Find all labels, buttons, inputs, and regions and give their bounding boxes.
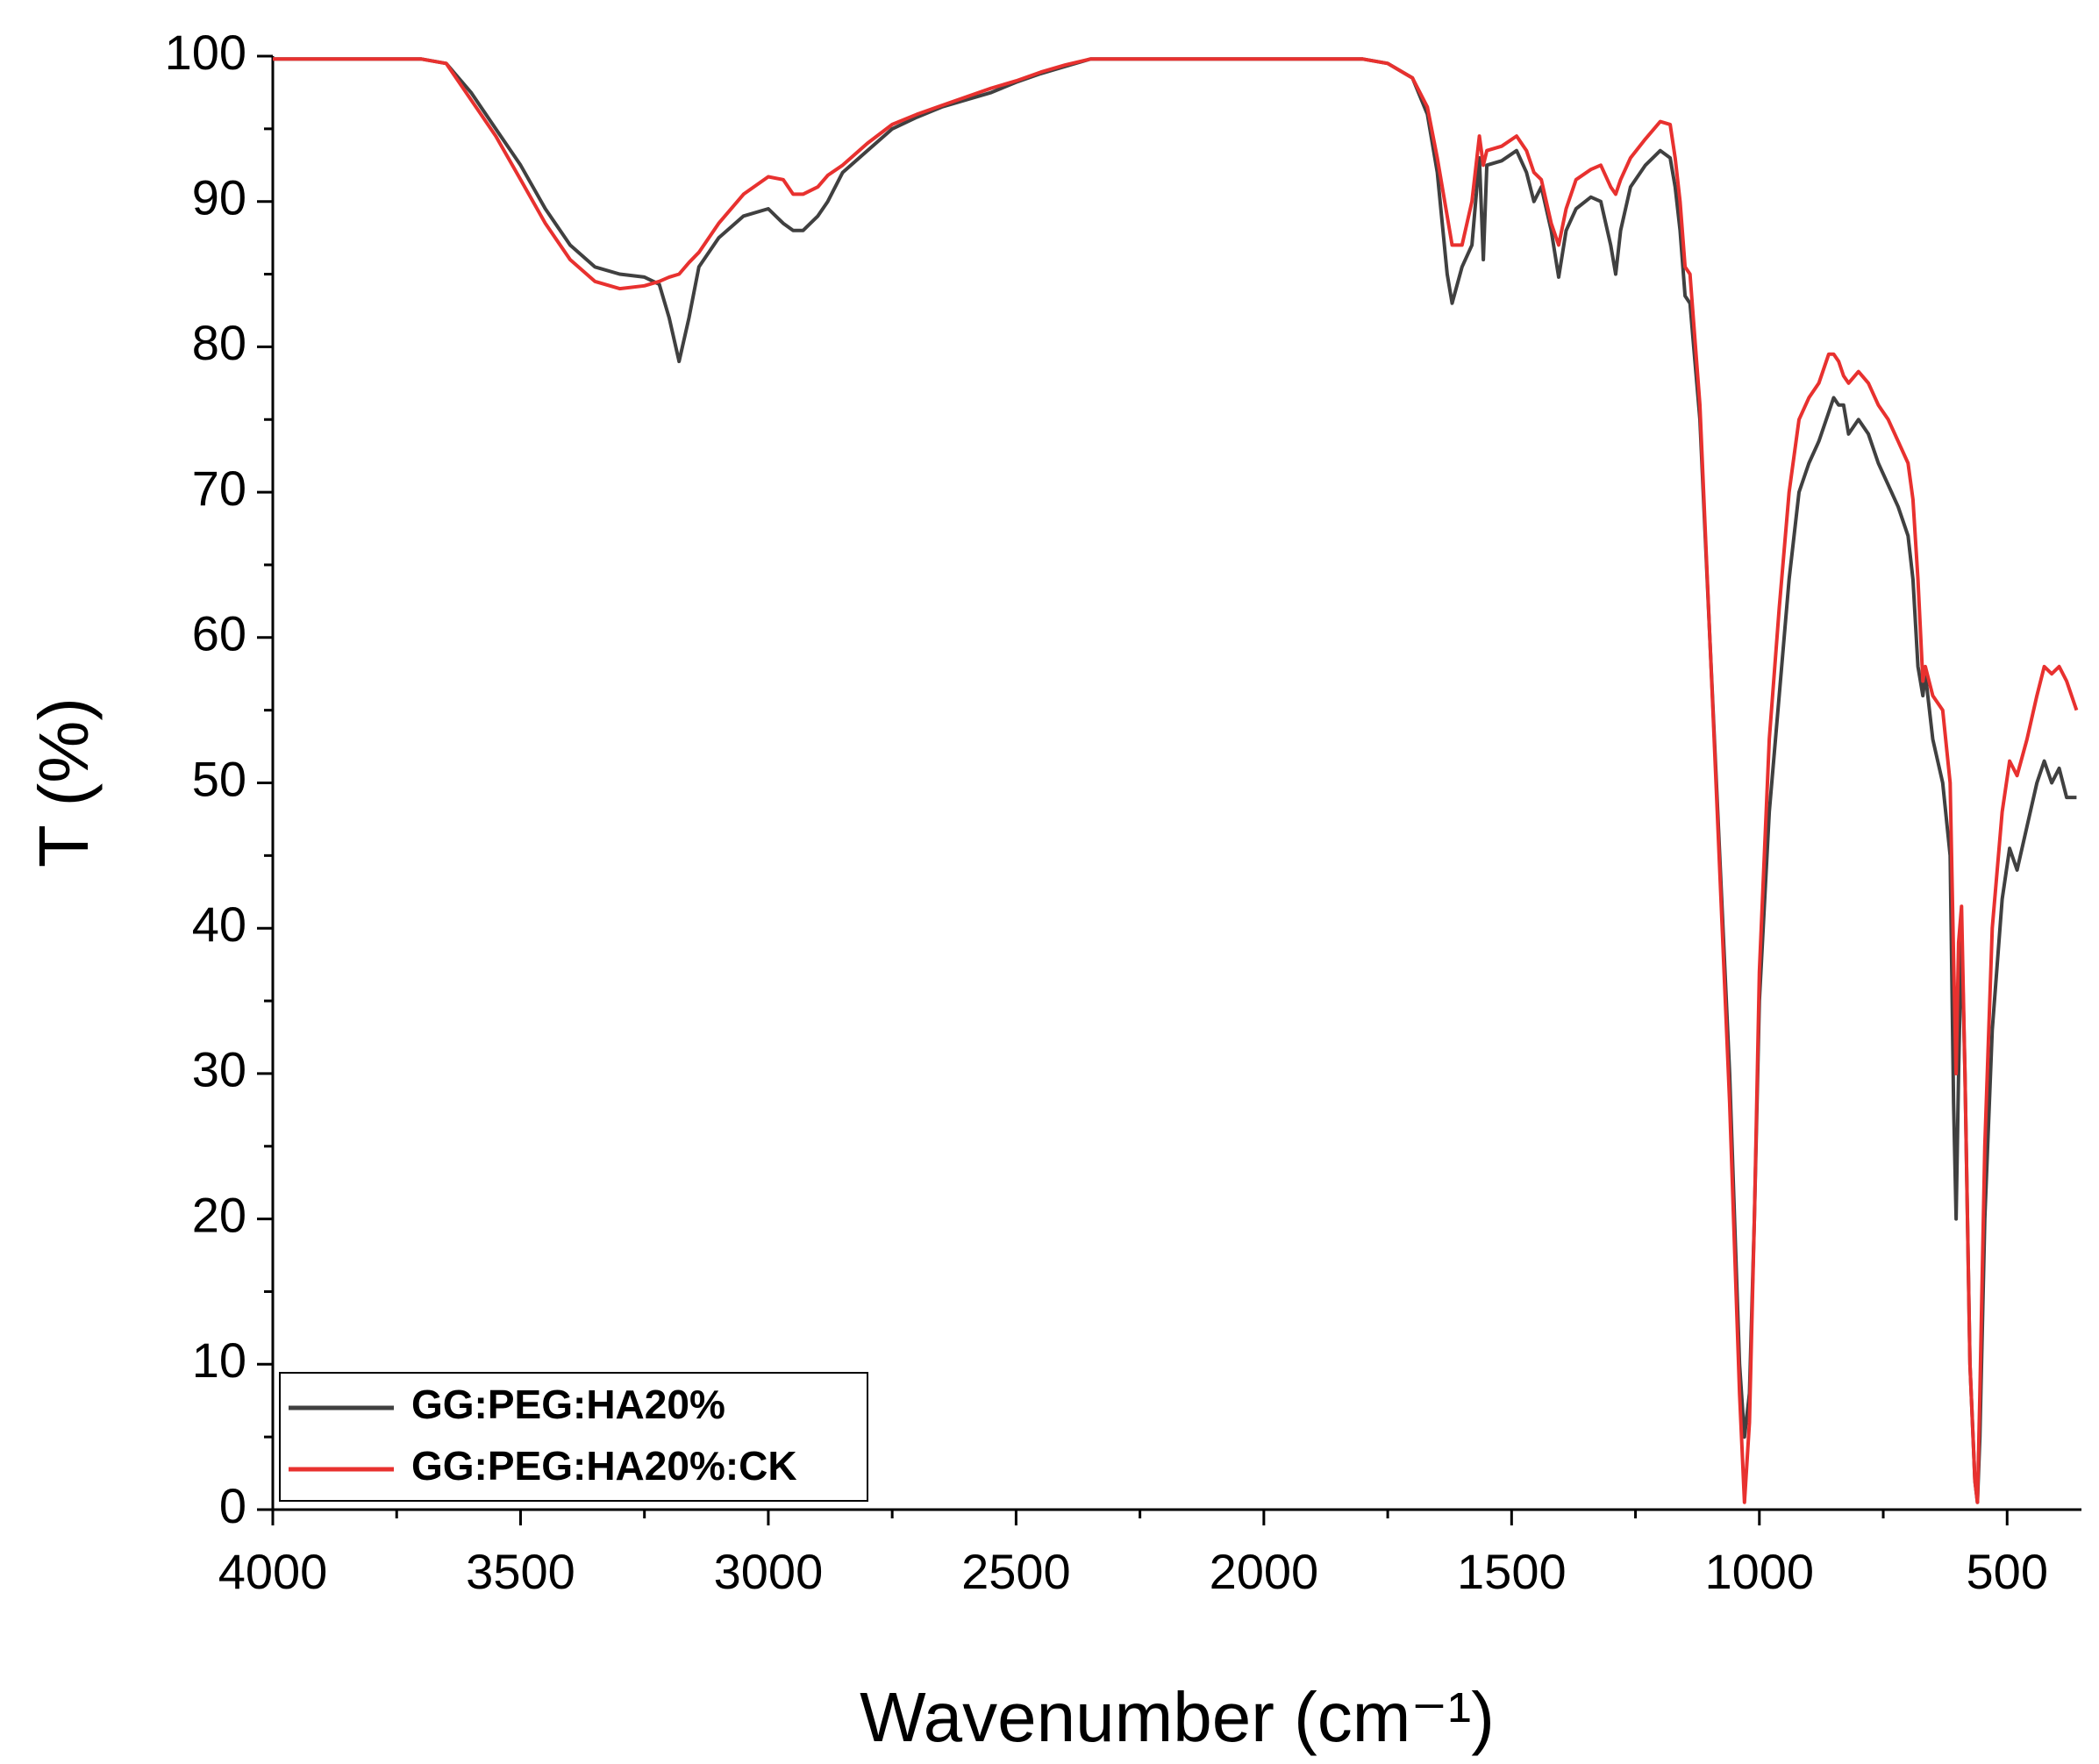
y-tick-label: 30 <box>192 1042 246 1097</box>
x-tick-label: 3500 <box>466 1544 575 1599</box>
x-tick-label: 4000 <box>218 1544 328 1599</box>
series-line <box>273 57 2077 1504</box>
y-tick-label: 90 <box>192 169 246 225</box>
series-line <box>273 57 2079 1504</box>
legend: GG:PEG:HA20% GG:PEG:HA20%:CK <box>279 1372 868 1502</box>
x-tick-label: 1500 <box>1457 1544 1567 1599</box>
y-tick-label: 100 <box>165 25 246 80</box>
y-tick-label: 20 <box>192 1187 246 1242</box>
y-tick-label: 10 <box>192 1332 246 1388</box>
legend-label: GG:PEG:HA20% <box>411 1382 725 1427</box>
x-axis-title: Wavenumber (cm⁻¹) <box>860 1678 1495 1756</box>
x-tick-label: 500 <box>1967 1544 2048 1599</box>
y-tick-label: 80 <box>192 315 246 370</box>
y-tick-label: 50 <box>192 751 246 806</box>
y-tick-label: 40 <box>192 896 246 952</box>
y-axis-title: T (%) <box>25 697 103 868</box>
x-tick-label: 2500 <box>961 1544 1071 1599</box>
x-tick-label: 3000 <box>714 1544 824 1599</box>
legend-frame <box>279 1372 868 1502</box>
y-tick-label: 0 <box>219 1478 246 1533</box>
x-tick-label: 2000 <box>1210 1544 1319 1599</box>
y-tick-label: 60 <box>192 606 246 661</box>
legend-label: GG:PEG:HA20%:CK <box>411 1443 797 1489</box>
y-tick-label: 70 <box>192 461 246 516</box>
x-tick-label: 1000 <box>1705 1544 1815 1599</box>
